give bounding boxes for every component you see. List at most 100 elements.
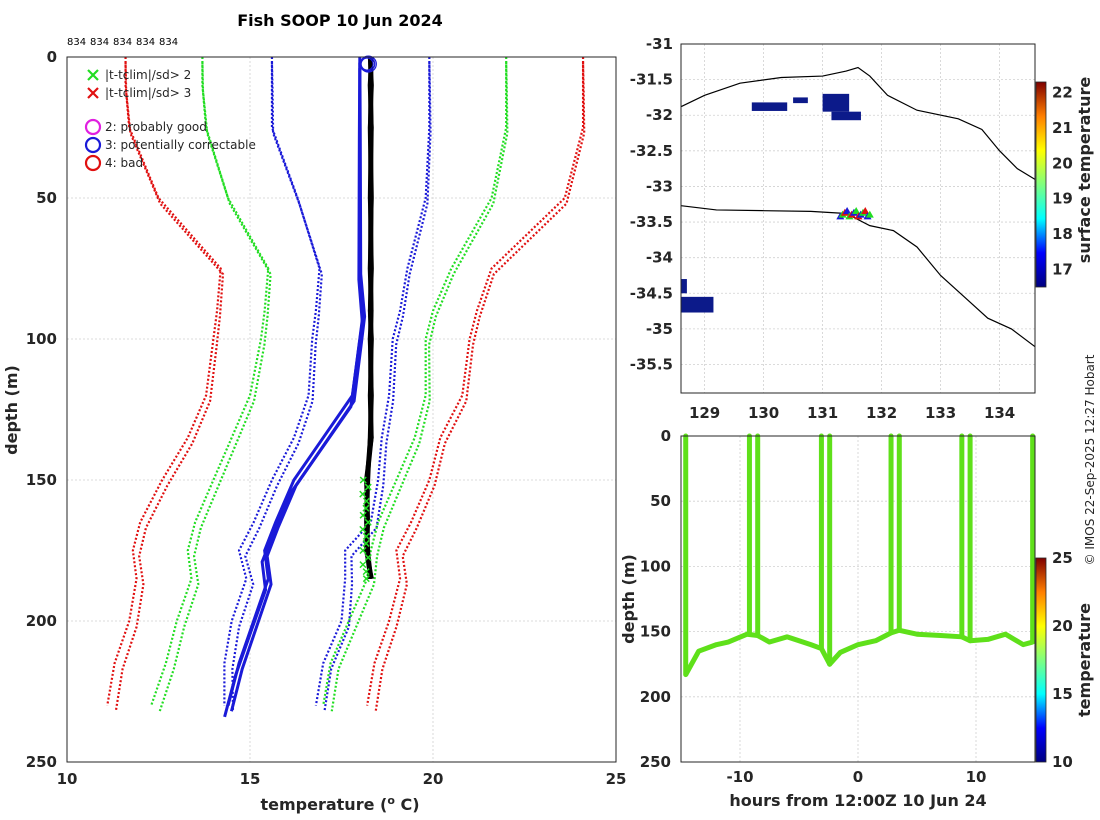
series-line	[106, 57, 222, 706]
td-ytick-label: 50	[650, 492, 671, 510]
profile-xtick-label: 20	[423, 770, 444, 788]
flag-marker	[364, 518, 372, 526]
temperature-colorbar-tick: 15	[1052, 685, 1073, 703]
qc-circle-marker	[359, 55, 377, 73]
chart-title: Fish SOOP 10 Jun 2024	[237, 11, 443, 30]
track-marker	[843, 207, 852, 215]
track-marker	[861, 207, 870, 215]
station-label: 834	[90, 37, 109, 48]
profile-ytick-label: 0	[47, 48, 57, 66]
temperature-colorbar-tick: 25	[1052, 549, 1073, 567]
series-line	[323, 62, 432, 712]
series-line	[114, 62, 225, 712]
map-xtick-label: 133	[925, 404, 956, 422]
map-ytick-label: -34.5	[630, 284, 673, 302]
track-marker	[865, 210, 874, 218]
surface-colorbar-tick: 18	[1052, 225, 1073, 243]
time-xlabel: hours from 12:00Z 10 Jun 24	[729, 791, 986, 810]
legend-label: 2: probably good	[105, 120, 207, 134]
map-xtick-label: 130	[748, 404, 779, 422]
surface-temperature-label: surface temperature	[1075, 77, 1094, 264]
flag-marker	[359, 561, 367, 569]
series-line	[231, 62, 323, 712]
profile-xtick-label: 15	[240, 770, 261, 788]
map-xtick-label: 131	[807, 404, 838, 422]
flag-marker	[359, 525, 367, 533]
flag-marker	[359, 546, 367, 555]
profile-xtick-label: 10	[57, 770, 78, 788]
td-ytick-label: 250	[640, 753, 671, 771]
series-line	[322, 57, 508, 706]
series-line	[223, 68, 364, 718]
flag-marker	[359, 476, 367, 484]
flag-marker	[362, 532, 370, 540]
surface-colorbar-tick: 22	[1052, 84, 1073, 102]
flag-marker	[364, 554, 372, 562]
temperature-colorbar-tick: 20	[1052, 617, 1073, 635]
observed-profile-line	[364, 56, 374, 580]
station-label: 834	[113, 37, 132, 48]
flag-marker	[359, 511, 367, 519]
coastline	[680, 66, 1036, 180]
series-line	[374, 62, 586, 712]
flag-marker	[362, 497, 371, 505]
time-depth-axes-box	[680, 435, 1036, 763]
map-ytick-label: -33.5	[630, 213, 673, 231]
sst-patch	[751, 102, 788, 111]
legend-x-marker	[87, 69, 99, 81]
profile-ytick-label: 50	[36, 189, 57, 207]
legend-label: 3: potentially correctable	[105, 138, 256, 152]
map-panel: 129 130 131 132 133 134 -31 -31.5 -32 -32.5 -33 -33…	[630, 35, 1094, 422]
map-ytick-label: -33	[646, 177, 673, 195]
series-line	[150, 57, 270, 706]
sst-patch	[822, 93, 850, 112]
bottom-trace	[683, 627, 1034, 676]
map-xtick-label: 132	[866, 404, 897, 422]
td-ytick-label: 0	[661, 427, 671, 445]
sst-patch	[793, 97, 808, 104]
map-ytick-label: -32.5	[630, 142, 673, 160]
surface-colorbar-tick: 20	[1052, 154, 1073, 172]
map-xtick-label: 134	[984, 404, 1015, 422]
temperature-colorbar-label: temperature	[1075, 603, 1094, 717]
temperature-colorbar-tick: 10	[1052, 753, 1073, 771]
td-ytick-label: 150	[640, 623, 671, 641]
station-label: 834	[159, 37, 178, 48]
map-axes-box	[680, 43, 1036, 394]
series-line	[223, 57, 321, 706]
profile-xlabel: temperature (o C)	[260, 794, 419, 815]
legend-label: |t-tclim|/sd> 2	[105, 68, 191, 82]
map-ytick-label: -31	[646, 35, 673, 53]
legend-label: |t-tclim|/sd> 3	[105, 86, 191, 100]
time-depth-ylabel: depth (m)	[619, 554, 638, 644]
station-label: 834	[136, 37, 155, 48]
surface-colorbar-tick: 17	[1052, 260, 1073, 278]
legend-label: 4: bad	[105, 156, 143, 170]
coastline	[680, 205, 1036, 348]
flag-marker	[362, 504, 370, 512]
map-ytick-label: -34	[646, 249, 673, 267]
map-ytick-label: -32	[646, 106, 673, 124]
track-marker	[852, 207, 861, 215]
series-line	[330, 62, 509, 712]
flag-marker	[362, 539, 370, 547]
profile-ylabel: depth (m)	[2, 365, 21, 455]
legend-circle-marker	[84, 118, 102, 136]
flag-marker	[359, 490, 367, 498]
sst-patch	[681, 296, 714, 313]
td-ytick-label: 200	[640, 688, 671, 706]
map-ytick-label: -35	[646, 320, 673, 338]
station-label: 834	[67, 37, 86, 48]
profile-ytick-label: 100	[26, 330, 57, 348]
td-xtick-label: 0	[853, 768, 863, 786]
td-xtick-label: 10	[966, 768, 987, 786]
flag-marker	[362, 575, 370, 583]
profile-ytick-label: 150	[26, 471, 57, 489]
map-ytick-label: -35.5	[630, 356, 673, 374]
flag-marker	[362, 568, 370, 576]
series-line	[158, 62, 272, 712]
sst-patch	[681, 279, 687, 294]
